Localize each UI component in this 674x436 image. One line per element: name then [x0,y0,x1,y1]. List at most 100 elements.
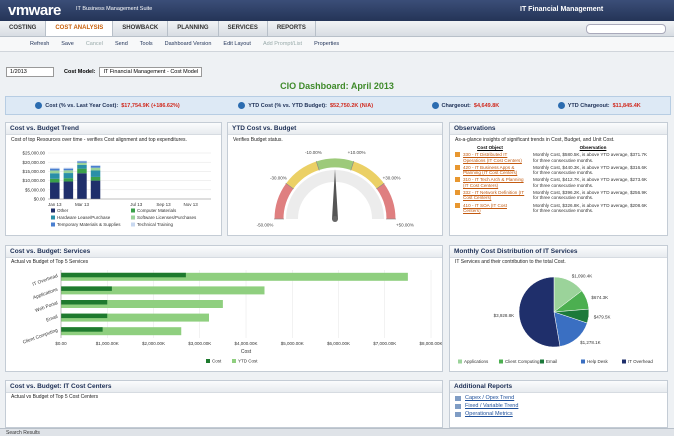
bar-segment [63,178,74,182]
toolbar-button[interactable]: Send [114,41,128,47]
nav-item[interactable]: COSTING [0,21,47,36]
x-tick-label: $8,000.00K [419,341,442,346]
toolbar-button[interactable]: Properties [314,41,340,47]
legend-swatch [458,359,462,364]
search-box[interactable] [586,24,666,34]
report-icon [455,403,461,409]
toolbar-button[interactable]: Refresh [30,41,50,47]
legend-swatch [499,359,503,364]
x-tick-label: Jan 13 [48,202,62,207]
cost-object: 420 - IT Business Apps & Planning (IT Co… [455,164,525,176]
cost-object: 330 - IT Distributed IT Operations (IT C… [455,152,525,163]
x-tick-label: $4,000.00K [234,341,257,346]
panel-title: Cost vs. Budget: IT Cost Centers [6,381,442,393]
nav-item[interactable]: COST ANALYSIS [46,21,114,36]
y-tick-label: $25,000.00 [22,151,45,156]
bar-segment [63,173,74,179]
legend-swatch [581,359,585,364]
cost-object: 332 - IT Network Definition (IT Cost Cen… [455,190,525,201]
bar [61,272,408,281]
footer: Search Results [0,428,674,436]
table-row: 410 - IT SOA (IT Cost Centers) Monthly Co… [455,202,663,214]
kpi-value: $11,845.4K [612,102,641,109]
kpi-label: YTD Cost (% vs. YTD Budget): [248,102,327,109]
module-menu[interactable]: IT Financial Management [520,6,604,13]
kpi-label: YTD Chargeout: [567,102,610,109]
gauge-panel: YTD Cost vs. Budget Verifies Budget stat… [227,122,443,236]
trend-panel: Cost vs. Budget Trend Cost of top Resour… [5,122,222,236]
pie-slice [518,276,561,348]
row-icon [455,190,460,196]
report-link[interactable]: Capex / Opex Trend [465,395,515,401]
table-header: Cost Object Observation [455,145,663,150]
period-input[interactable]: 1/2013 [6,67,54,77]
cost-object: 310 - IT Tech Arch & Planning (IT Cost C… [455,177,525,188]
nav-item[interactable]: PLANNING [168,21,219,36]
report-link[interactable]: Fixed / Variable Trend [465,403,519,409]
data-label: $479.5K [594,314,611,319]
logo[interactable]: vmware [8,2,61,19]
data-label: $1,090.4K [572,274,593,279]
header: vmware IT Business Management Suite IT F… [0,0,674,21]
gauge-tick-label: +30.00% [383,175,401,180]
kpi-value: $52,750.2K (N/A) [329,102,374,109]
bar [61,327,182,336]
gauge-tick-label: -30.00% [270,175,287,180]
legend-swatch [131,215,135,220]
report-item: Capex / Opex Trend [455,395,667,401]
report-link[interactable]: Operational Metrics [465,411,513,417]
legend-swatch [131,222,135,227]
legend-swatch [131,208,135,213]
nav-item[interactable]: SERVICES [219,21,268,36]
kpi: YTD Cost (% vs. YTD Budget): $52,750.2K (… [238,102,373,109]
toolbar-button[interactable]: Dashboard Version [164,41,212,47]
legend-swatch [51,208,55,213]
x-tick-label: Nov 13 [183,202,198,207]
gauge-tick [315,160,320,171]
row-icon [455,164,460,170]
kpi: Chargeout: $4,649.8K [431,102,499,109]
gauge-tick [350,160,355,171]
cost-object-link[interactable]: 332 - IT Network Definition (IT Cost Cen… [463,190,525,201]
dashboard-title: CIO Dashboard: April 2013 [280,81,394,91]
bar-segment [90,170,101,177]
gauge-band [376,183,396,220]
services-panel: Cost vs. Budget: Services Actual vs Budg… [5,245,443,372]
report-item: Operational Metrics [455,411,667,417]
cost-model-select[interactable]: IT Financial Management - Cost Model [99,67,203,77]
nav-bar: COSTING COST ANALYSIS SHOWBACK PLANNING SERV… [0,21,674,37]
kpi-bar: Cost (% vs. Last Year Cost): $17,754.9K (… [5,96,671,115]
y-tick-label: $15,000.00 [22,169,45,174]
panel-subtitle: Actual vs Budget of Top 5 Services [11,259,89,265]
panel-title: Cost vs. Budget: Services [6,246,442,258]
observation: Monthly Cost, $440.3K, is above YTD aver… [533,164,648,176]
toolbar-button[interactable]: Add Prompt/List [262,41,303,47]
toolbar-button[interactable]: Cancel [85,41,103,47]
gauge-tick-label: -50.00% [257,223,274,228]
suite-name: IT Business Management Suite [76,6,153,12]
bar [61,272,186,278]
cost-object-link[interactable]: 420 - IT Business Apps & Planning (IT Co… [463,164,518,176]
cost-object-link[interactable]: 310 - IT Tech Arch & Planning (IT Cost C… [463,177,524,188]
bar [61,313,108,319]
nav-item[interactable]: REPORTS [268,21,316,36]
toolbar-button[interactable]: Edit Layout [223,41,251,47]
cost-object-link[interactable]: 330 - IT Distributed IT Operations (IT C… [463,152,522,163]
observation: Monthly Cost, $580.5K, is above YTD aver… [533,152,648,163]
gauge-hub [332,216,338,222]
observation: Monthly Cost, $396.2K, is above YTD aver… [533,190,648,201]
bar-segment [63,181,74,199]
gauge-tick-label: +50.00% [396,223,414,228]
toolbar-button[interactable]: Save [61,41,74,47]
cost-object-link[interactable]: 410 - IT SOA (IT Cost Centers) [463,202,507,213]
bar-segment [50,170,60,174]
legend-swatch [540,359,544,364]
bar [61,327,103,332]
nav-item[interactable]: SHOWBACK [113,21,169,36]
bar [61,286,265,295]
report-icon [455,395,461,401]
bar-segment [63,167,74,169]
toolbar-button[interactable]: Tools [139,41,153,47]
legend-label: Technical Training [137,222,174,227]
bar-segment [77,173,87,199]
